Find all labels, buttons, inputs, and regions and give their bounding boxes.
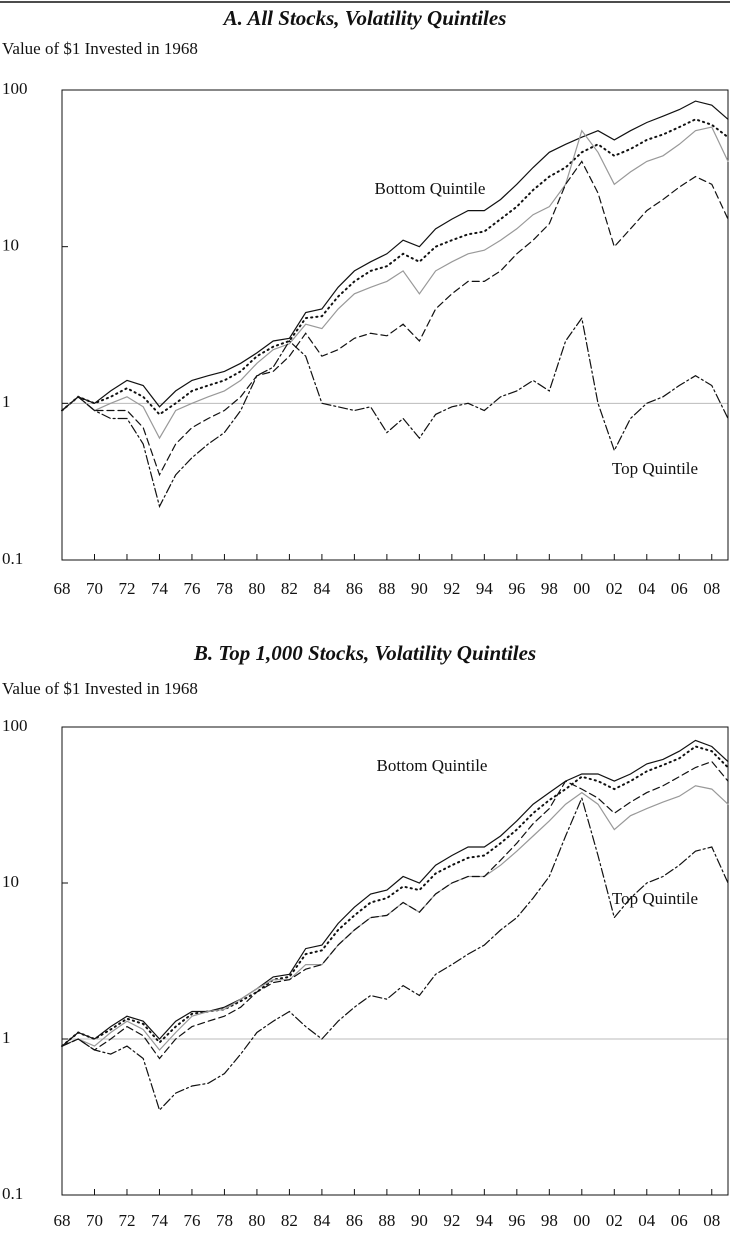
x-tick-label: 76 bbox=[183, 579, 200, 598]
x-tick-label: 02 bbox=[606, 1211, 623, 1230]
y-tick-label: 100 bbox=[2, 79, 28, 98]
series-line bbox=[61, 760, 729, 1060]
x-tick-label: 72 bbox=[118, 1211, 135, 1230]
x-tick-label: 02 bbox=[606, 579, 623, 598]
y-tick-label: 0.1 bbox=[2, 549, 23, 568]
x-tick-label: 82 bbox=[281, 579, 298, 598]
x-tick-label: 94 bbox=[476, 579, 494, 598]
series-line bbox=[61, 126, 729, 440]
x-tick-label: 80 bbox=[248, 579, 265, 598]
x-tick-label: 76 bbox=[183, 1211, 200, 1230]
x-tick-label: 86 bbox=[346, 579, 363, 598]
series-line bbox=[61, 796, 729, 1112]
x-tick-label: 08 bbox=[703, 1211, 720, 1230]
x-tick-label: 04 bbox=[638, 1211, 656, 1230]
x-tick-label: 84 bbox=[313, 579, 331, 598]
x-tick-label: 98 bbox=[541, 579, 558, 598]
series-label: Bottom Quintile bbox=[375, 179, 486, 198]
x-tick-label: 70 bbox=[86, 579, 103, 598]
plot-frame bbox=[61, 89, 729, 561]
x-tick-label: 80 bbox=[248, 1211, 265, 1230]
x-tick-label: 88 bbox=[378, 1211, 395, 1230]
series-line bbox=[61, 160, 729, 477]
x-tick-label: 90 bbox=[411, 579, 428, 598]
x-tick-label: 04 bbox=[638, 579, 656, 598]
x-tick-label: 72 bbox=[118, 579, 135, 598]
series-line bbox=[61, 316, 729, 509]
y-tick-label: 100 bbox=[2, 716, 28, 735]
x-tick-label: 06 bbox=[671, 579, 688, 598]
x-tick-label: 78 bbox=[216, 1211, 233, 1230]
x-tick-label: 74 bbox=[151, 579, 169, 598]
x-tick-label: 06 bbox=[671, 1211, 688, 1230]
series-label: Top Quintile bbox=[612, 459, 698, 478]
y-tick-label: 10 bbox=[2, 236, 19, 255]
x-tick-label: 74 bbox=[151, 1211, 169, 1230]
y-tick-label: 1 bbox=[2, 392, 11, 411]
y-tick-label: 1 bbox=[2, 1028, 11, 1047]
chart-title: B. Top 1,000 Stocks, Volatility Quintile… bbox=[193, 641, 536, 665]
x-tick-label: 78 bbox=[216, 579, 233, 598]
chart-title: A. All Stocks, Volatility Quintiles bbox=[222, 6, 507, 30]
y-tick-label: 0.1 bbox=[2, 1184, 23, 1203]
x-tick-label: 68 bbox=[54, 1211, 71, 1230]
series-line bbox=[61, 118, 729, 416]
x-tick-label: 98 bbox=[541, 1211, 558, 1230]
x-tick-label: 08 bbox=[703, 579, 720, 598]
y-axis-label: Value of $1 Invested in 1968 bbox=[2, 39, 198, 58]
x-tick-label: 92 bbox=[443, 1211, 460, 1230]
x-tick-label: 90 bbox=[411, 1211, 428, 1230]
x-tick-label: 88 bbox=[378, 579, 395, 598]
series-line bbox=[61, 785, 729, 1051]
series-line bbox=[61, 100, 729, 412]
x-tick-label: 96 bbox=[508, 1211, 525, 1230]
x-tick-label: 82 bbox=[281, 1211, 298, 1230]
x-tick-label: 00 bbox=[573, 579, 590, 598]
chart-panel: A. All Stocks, Volatility Quintiles Value… bbox=[2, 6, 729, 598]
plot-frame bbox=[61, 726, 729, 1196]
x-tick-label: 92 bbox=[443, 579, 460, 598]
series-line bbox=[61, 739, 729, 1047]
x-tick-label: 86 bbox=[346, 1211, 363, 1230]
x-tick-label: 68 bbox=[54, 579, 71, 598]
series-label: Top Quintile bbox=[612, 889, 698, 908]
y-tick-label: 10 bbox=[2, 872, 19, 891]
x-tick-label: 96 bbox=[508, 579, 525, 598]
y-axis-label: Value of $1 Invested in 1968 bbox=[2, 679, 198, 698]
x-tick-label: 00 bbox=[573, 1211, 590, 1230]
series-label: Bottom Quintile bbox=[377, 756, 488, 775]
chart-panel: B. Top 1,000 Stocks, Volatility Quintile… bbox=[2, 641, 729, 1230]
x-tick-label: 70 bbox=[86, 1211, 103, 1230]
x-tick-label: 94 bbox=[476, 1211, 494, 1230]
x-tick-label: 84 bbox=[313, 1211, 331, 1230]
